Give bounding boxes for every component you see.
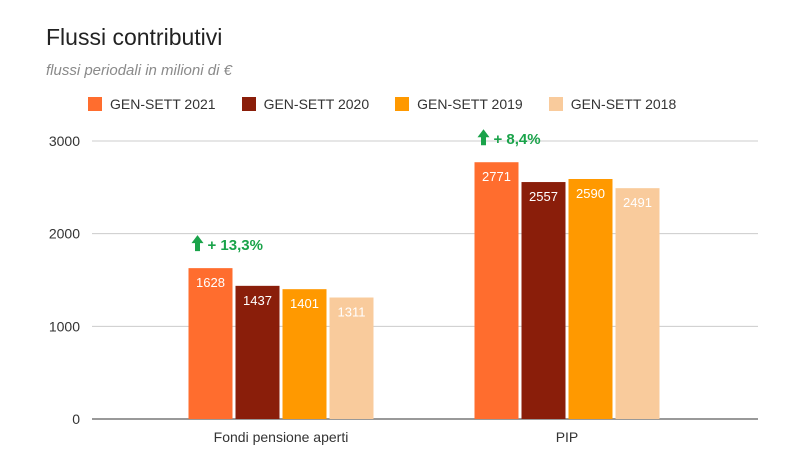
legend-swatch-2020 [241, 97, 256, 111]
change-annotation: + 13,3% [208, 237, 263, 254]
legend-label-2018: GEN-SETT 2018 [570, 96, 677, 112]
legend-item-2020: GEN-SETT 2020 [241, 96, 370, 112]
data-label: 1437 [243, 293, 272, 308]
bar [329, 297, 374, 419]
legend-swatch-2018 [548, 97, 563, 111]
data-label: 1401 [290, 296, 319, 311]
data-label: 1628 [196, 275, 225, 290]
bar [474, 162, 519, 419]
y-tick-label: 1000 [49, 318, 80, 334]
chart-title: Flussi contributivi [46, 24, 223, 50]
up-arrow-icon [191, 235, 204, 252]
y-tick-label: 0 [72, 411, 80, 427]
chart-subtitle: flussi periodali in milioni di € [46, 62, 232, 79]
legend-item-2021: GEN-SETT 2021 [88, 96, 216, 112]
bar [235, 285, 280, 419]
bar [521, 182, 566, 419]
legend-label-2021: GEN-SETT 2021 [110, 96, 216, 112]
bar [188, 268, 233, 419]
legend-item-2019: GEN-SETT 2019 [395, 96, 523, 112]
legend: GEN-SETT 2021 GEN-SETT 2020 GEN-SETT 201… [88, 96, 676, 112]
legend-swatch-2019 [395, 97, 410, 111]
data-label: 1311 [338, 305, 366, 320]
up-arrow-icon [477, 129, 490, 146]
y-tick-label: 3000 [49, 133, 80, 149]
data-label: 2590 [576, 186, 605, 201]
bar [282, 289, 327, 419]
change-annotation: + 8,4% [494, 131, 541, 148]
x-tick-label: Fondi pensione aperti [214, 429, 349, 445]
bar [615, 188, 660, 419]
data-label: 2771 [482, 169, 511, 184]
legend-label-2019: GEN-SETT 2019 [417, 96, 523, 112]
legend-item-2018: GEN-SETT 2018 [548, 96, 677, 112]
legend-swatch-2021 [88, 97, 102, 111]
y-tick-label: 2000 [49, 226, 80, 242]
data-label: 2491 [623, 195, 652, 210]
legend-label-2020: GEN-SETT 2020 [263, 96, 370, 112]
bar [568, 178, 613, 419]
data-label: 2557 [529, 189, 558, 204]
x-tick-label: PIP [556, 429, 579, 445]
